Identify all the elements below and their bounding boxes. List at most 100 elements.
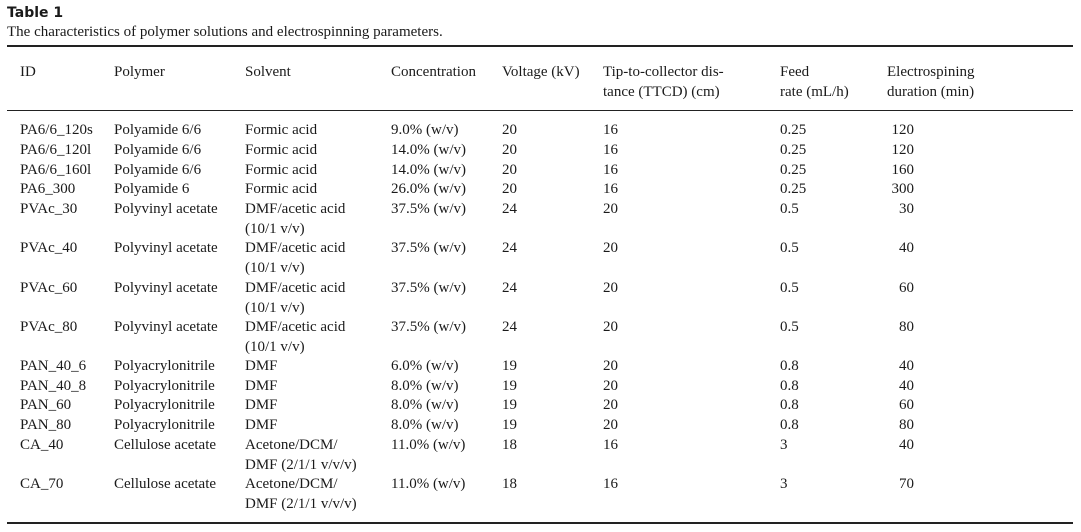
table-label: Table 1 <box>7 5 64 21</box>
cell-concentration: 8.0% (w/v) <box>391 397 459 413</box>
cell-id: PVAc_80 <box>20 319 78 335</box>
cell-ttcd: 20 <box>603 417 618 433</box>
cell-voltage: 20 <box>502 181 517 197</box>
bottom-rule <box>7 522 1073 524</box>
cell-polymer: Cellulose acetate <box>114 476 217 492</box>
cell-duration: 120 <box>887 121 915 141</box>
cell-feed-rate: 3 <box>780 476 788 492</box>
cell-concentration: 9.0% (w/v) <box>391 122 459 138</box>
cell-polymer: Polyacrylonitrile <box>114 417 215 433</box>
cell-voltage: 24 <box>502 240 517 256</box>
cell-feed-rate: 0.25 <box>780 162 807 178</box>
cell-solvent: DMF <box>245 417 278 433</box>
cell-solvent: DMF/acetic acid (10/1 v/v) <box>245 201 346 237</box>
cell-concentration: 6.0% (w/v) <box>391 358 459 374</box>
cell-solvent: DMF <box>245 378 278 394</box>
cell-id: PVAc_30 <box>20 201 78 217</box>
cell-duration: 30 <box>887 200 914 220</box>
cell-ttcd: 20 <box>603 397 618 413</box>
cell-id: PVAc_40 <box>20 240 78 256</box>
header-feed-rate: Feed rate (mL/h) <box>780 64 849 100</box>
cell-ttcd: 16 <box>603 142 618 158</box>
header-id: ID <box>20 64 36 80</box>
cell-id: CA_70 <box>20 476 64 492</box>
cell-duration: 160 <box>887 161 915 181</box>
cell-concentration: 14.0% (w/v) <box>391 142 466 158</box>
cell-polymer: Polyamide 6/6 <box>114 122 202 138</box>
cell-voltage: 20 <box>502 142 517 158</box>
cell-duration: 40 <box>887 377 914 397</box>
cell-ttcd: 16 <box>603 181 618 197</box>
cell-feed-rate: 0.8 <box>780 358 799 374</box>
cell-feed-rate: 0.25 <box>780 142 807 158</box>
cell-solvent: DMF <box>245 358 278 374</box>
cell-solvent: Formic acid <box>245 142 318 158</box>
cell-duration: 60 <box>887 279 914 299</box>
cell-polymer: Polyvinyl acetate <box>114 240 218 256</box>
table-caption: Table 1 The characteristics of polymer s… <box>7 4 443 42</box>
top-rule <box>7 45 1073 47</box>
cell-concentration: 37.5% (w/v) <box>391 240 466 256</box>
cell-feed-rate: 0.25 <box>780 181 807 197</box>
cell-concentration: 37.5% (w/v) <box>391 201 466 217</box>
cell-ttcd: 20 <box>603 358 618 374</box>
cell-concentration: 11.0% (w/v) <box>391 437 466 453</box>
duration-value: 60 <box>899 397 914 413</box>
cell-voltage: 24 <box>502 319 517 335</box>
cell-id: PA6_300 <box>20 181 76 197</box>
cell-solvent: DMF/acetic acid (10/1 v/v) <box>245 240 346 276</box>
cell-ttcd: 16 <box>603 162 618 178</box>
cell-duration: 60 <box>887 396 914 416</box>
duration-value: 40 <box>899 437 914 453</box>
cell-polymer: Polyacrylonitrile <box>114 378 215 394</box>
cell-duration: 40 <box>887 357 914 377</box>
cell-solvent: Formic acid <box>245 162 318 178</box>
duration-value: 40 <box>899 378 914 394</box>
cell-duration: 300 <box>887 180 915 200</box>
header-voltage: Voltage (kV) <box>502 64 580 80</box>
cell-solvent: DMF/acetic acid (10/1 v/v) <box>245 280 346 316</box>
cell-polymer: Polyamide 6/6 <box>114 142 202 158</box>
header-rule <box>7 110 1073 111</box>
header-concentration: Concentration <box>391 64 476 80</box>
cell-duration: 40 <box>887 239 914 259</box>
cell-concentration: 8.0% (w/v) <box>391 417 459 433</box>
cell-duration: 70 <box>887 475 914 495</box>
cell-polymer: Polyacrylonitrile <box>114 358 215 374</box>
cell-concentration: 14.0% (w/v) <box>391 162 466 178</box>
cell-solvent: DMF <box>245 397 278 413</box>
cell-id: PAN_40_6 <box>20 358 87 374</box>
cell-ttcd: 20 <box>603 319 618 335</box>
cell-ttcd: 16 <box>603 476 618 492</box>
cell-concentration: 37.5% (w/v) <box>391 319 466 335</box>
duration-value: 70 <box>899 476 914 492</box>
cell-id: PAN_40_8 <box>20 378 87 394</box>
duration-value: 30 <box>899 201 914 217</box>
cell-voltage: 19 <box>502 358 517 374</box>
cell-duration: 80 <box>887 318 914 338</box>
cell-solvent: DMF/acetic acid (10/1 v/v) <box>245 319 346 355</box>
cell-ttcd: 20 <box>603 201 618 217</box>
cell-feed-rate: 3 <box>780 437 788 453</box>
cell-concentration: 11.0% (w/v) <box>391 476 466 492</box>
cell-feed-rate: 0.8 <box>780 417 799 433</box>
duration-value: 80 <box>899 417 914 433</box>
cell-id: PA6/6_120s <box>20 122 93 138</box>
cell-feed-rate: 0.25 <box>780 122 807 138</box>
cell-voltage: 20 <box>502 122 517 138</box>
cell-duration: 120 <box>887 141 915 161</box>
cell-voltage: 19 <box>502 397 517 413</box>
cell-concentration: 26.0% (w/v) <box>391 181 466 197</box>
duration-value: 60 <box>899 280 914 296</box>
cell-feed-rate: 0.8 <box>780 397 799 413</box>
cell-feed-rate: 0.5 <box>780 319 799 335</box>
cell-id: PAN_80 <box>20 417 72 433</box>
cell-solvent: Formic acid <box>245 122 318 138</box>
cell-polymer: Polyamide 6 <box>114 181 190 197</box>
cell-solvent: Formic acid <box>245 181 318 197</box>
cell-solvent: Acetone/DCM/ DMF (2/1/1 v/v/v) <box>245 437 357 473</box>
cell-voltage: 24 <box>502 201 517 217</box>
cell-id: CA_40 <box>20 437 64 453</box>
cell-id: PA6/6_160l <box>20 162 92 178</box>
cell-ttcd: 20 <box>603 280 618 296</box>
